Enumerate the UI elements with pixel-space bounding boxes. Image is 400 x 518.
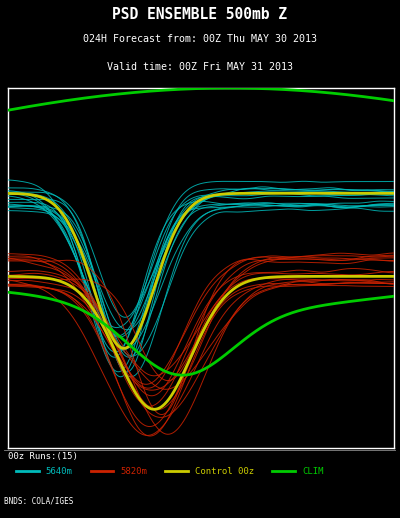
- Text: Valid time: 00Z Fri MAY 31 2013: Valid time: 00Z Fri MAY 31 2013: [107, 62, 293, 71]
- Text: 00z Runs:(15): 00z Runs:(15): [8, 452, 78, 461]
- Text: BNDS: COLA/IGES: BNDS: COLA/IGES: [4, 496, 73, 505]
- Legend: 5640m, 5820m, Control 00z, CLIM: 5640m, 5820m, Control 00z, CLIM: [12, 463, 327, 479]
- Text: 024H Forecast from: 00Z Thu MAY 30 2013: 024H Forecast from: 00Z Thu MAY 30 2013: [83, 34, 317, 44]
- Text: PSD ENSEMBLE 500mb Z: PSD ENSEMBLE 500mb Z: [112, 7, 288, 22]
